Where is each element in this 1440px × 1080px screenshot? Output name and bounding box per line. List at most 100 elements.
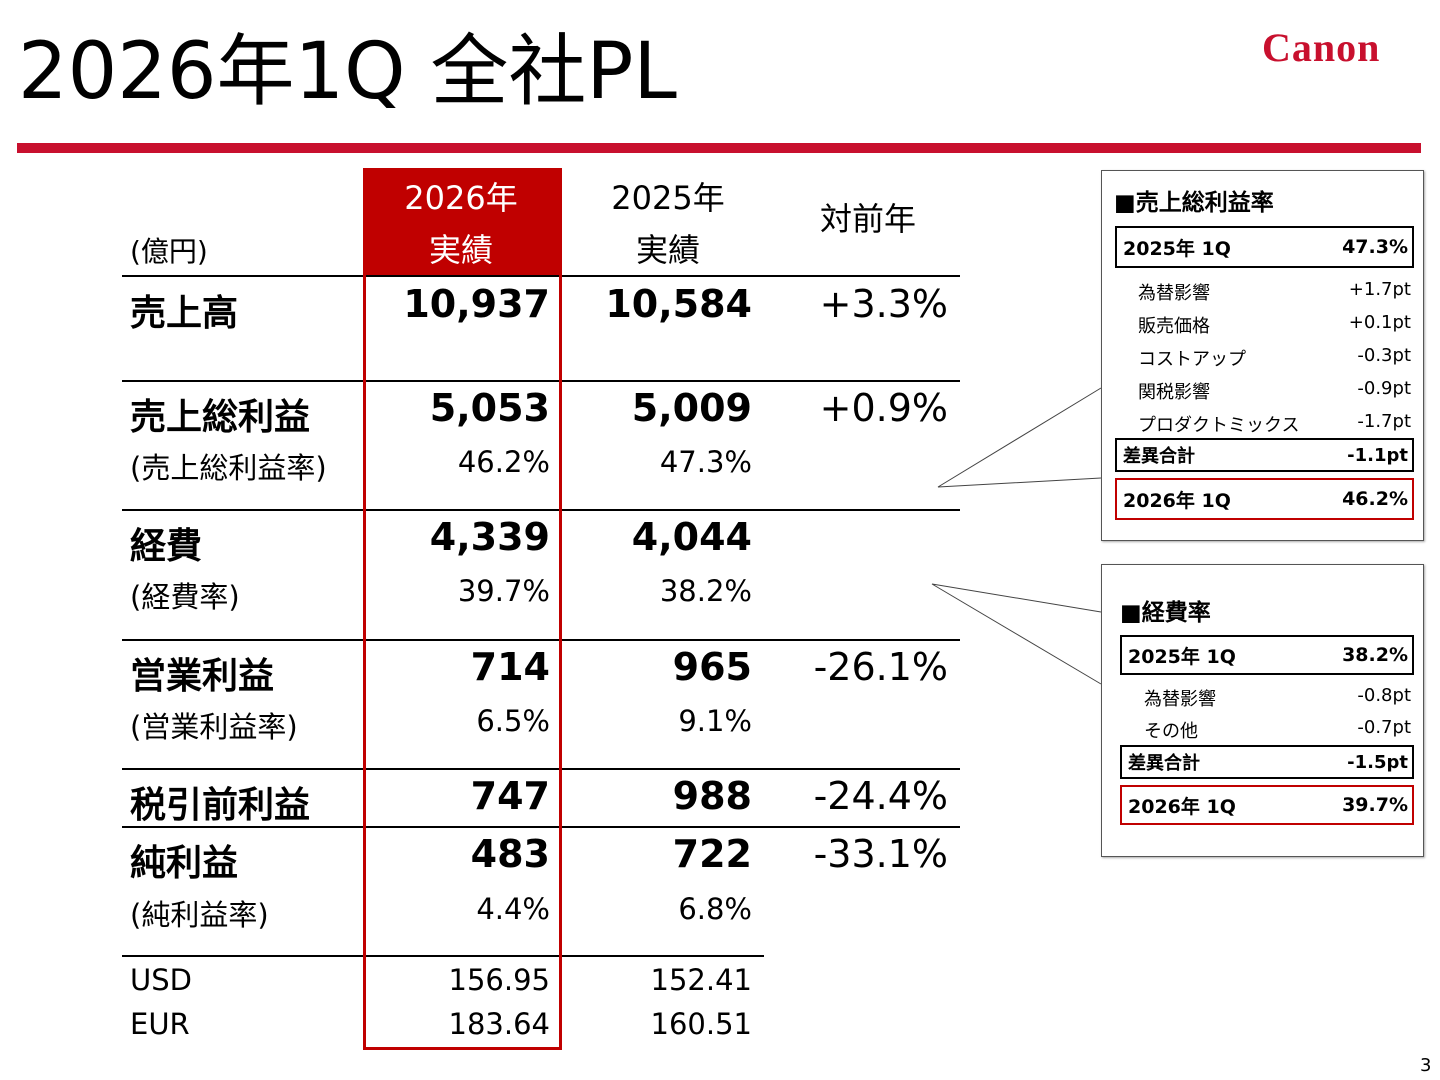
gross-margin-box-title: ■売上総利益率 bbox=[1114, 190, 1274, 216]
gross-margin-item-value: -0.3pt bbox=[1357, 345, 1411, 366]
pretax-profit-label: 税引前利益 bbox=[130, 785, 311, 826]
expense-ratio-item-value: -0.7pt bbox=[1357, 717, 1411, 738]
header-yoy: 対前年 bbox=[819, 200, 916, 238]
row-separator bbox=[122, 826, 960, 828]
gross-margin-end-label: 2026年 1Q bbox=[1123, 489, 1231, 512]
expense-ratio-end-value: 39.7% bbox=[1342, 794, 1408, 816]
expense-ratio-total-label: 差異合計 bbox=[1128, 753, 1200, 774]
gross-margin-item-value: +0.1pt bbox=[1348, 312, 1411, 333]
expense-ratio-item-value: -0.8pt bbox=[1357, 685, 1411, 706]
header-2026-actual: 2026年 実績 bbox=[363, 168, 559, 276]
expense-ratio-2025: 38.2% bbox=[659, 574, 752, 608]
expense-ratio-end-row: 2026年 1Q 39.7% bbox=[1120, 785, 1414, 825]
gross-margin-item-label: 為替影響 bbox=[1138, 283, 1210, 304]
sales-yoy: +3.3% bbox=[819, 282, 948, 326]
gross-margin-item-label: 関税影響 bbox=[1138, 382, 1210, 403]
row-separator bbox=[122, 509, 960, 511]
gross-margin-total-value: -1.1pt bbox=[1347, 444, 1408, 466]
pretax-profit-yoy: -24.4% bbox=[813, 774, 948, 818]
gross-margin-total-row: 差異合計 -1.1pt bbox=[1115, 438, 1414, 472]
gross-margin-2026: 46.2% bbox=[457, 445, 550, 479]
operating-profit-yoy: -26.1% bbox=[813, 645, 948, 689]
header-2026-year: 2026年 bbox=[404, 179, 518, 217]
gross-margin-end-row: 2026年 1Q 46.2% bbox=[1115, 478, 1414, 520]
operating-margin-label: (営業利益率) bbox=[130, 710, 298, 744]
net-profit-2026: 483 bbox=[470, 832, 550, 876]
page-number: 3 bbox=[1420, 1055, 1432, 1076]
operating-profit-label: 営業利益 bbox=[130, 656, 275, 697]
gross-margin-item: 為替影響 +1.7pt bbox=[1138, 279, 1411, 305]
expense-ratio-total-row: 差異合計 -1.5pt bbox=[1120, 745, 1414, 779]
row-separator bbox=[122, 639, 960, 641]
gross-margin-2025: 47.3% bbox=[659, 445, 752, 479]
header-2025-label: 実績 bbox=[635, 231, 700, 269]
gross-margin-item: プロダクトミックス -1.7pt bbox=[1138, 411, 1411, 437]
expenses-label: 経費 bbox=[130, 526, 203, 567]
gross-margin-item: 販売価格 +0.1pt bbox=[1138, 312, 1411, 338]
net-margin-2026: 4.4% bbox=[476, 892, 550, 926]
expense-ratio-breakdown-box: ■経費率 2025年 1Q 38.2% 為替影響 -0.8pt その他 -0.7… bbox=[1101, 564, 1424, 857]
title-divider bbox=[17, 143, 1421, 153]
header-2025-actual: 2025年 実績 bbox=[570, 168, 766, 276]
row-separator bbox=[122, 768, 960, 770]
operating-margin-2026: 6.5% bbox=[476, 704, 550, 738]
pretax-profit-2025: 988 bbox=[672, 774, 752, 818]
gross-margin-total-label: 差異合計 bbox=[1123, 446, 1195, 467]
expense-ratio-box-title: ■経費率 bbox=[1120, 600, 1211, 626]
gross-margin-item-value: -1.7pt bbox=[1357, 411, 1411, 432]
gross-margin-item-label: 販売価格 bbox=[1138, 316, 1210, 337]
gross-margin-breakdown-box: ■売上総利益率 2025年 1Q 47.3% 為替影響 +1.7pt 販売価格 … bbox=[1101, 170, 1424, 541]
net-profit-yoy: -33.1% bbox=[813, 832, 948, 876]
expense-ratio-start-label: 2025年 1Q bbox=[1128, 645, 1236, 668]
sales-2026: 10,937 bbox=[403, 282, 550, 326]
usd-2026: 156.95 bbox=[448, 963, 550, 997]
expense-ratio-item-label: 為替影響 bbox=[1144, 689, 1216, 710]
header-2026-label: 実績 bbox=[428, 231, 493, 269]
eur-2025: 160.51 bbox=[650, 1007, 752, 1041]
net-profit-2025: 722 bbox=[672, 832, 752, 876]
gross-margin-item-value: +1.7pt bbox=[1348, 279, 1411, 300]
gross-margin-start-value: 47.3% bbox=[1342, 236, 1408, 258]
gross-margin-item-label: プロダクトミックス bbox=[1138, 415, 1300, 436]
expense-ratio-start-value: 38.2% bbox=[1342, 644, 1408, 666]
expense-ratio-total-value: -1.5pt bbox=[1347, 751, 1408, 773]
operating-profit-2026: 714 bbox=[470, 645, 550, 689]
expense-ratio-item: その他 -0.7pt bbox=[1144, 717, 1411, 743]
unit-label: (億円) bbox=[130, 235, 208, 268]
expense-ratio-end-label: 2026年 1Q bbox=[1128, 795, 1236, 818]
expense-ratio-item-label: その他 bbox=[1144, 721, 1198, 742]
gross-margin-start-row: 2025年 1Q 47.3% bbox=[1115, 226, 1414, 268]
eur-2026: 183.64 bbox=[448, 1007, 550, 1041]
usd-label: USD bbox=[130, 963, 192, 997]
operating-margin-2025: 9.1% bbox=[678, 704, 752, 738]
row-separator bbox=[122, 380, 960, 382]
gross-profit-yoy: +0.9% bbox=[819, 386, 948, 430]
eur-label: EUR bbox=[130, 1007, 190, 1041]
net-margin-label: (純利益率) bbox=[130, 898, 269, 932]
pretax-profit-2026: 747 bbox=[470, 774, 550, 818]
expense-ratio-item: 為替影響 -0.8pt bbox=[1144, 685, 1411, 711]
gross-margin-item: 関税影響 -0.9pt bbox=[1138, 378, 1411, 404]
usd-2025: 152.41 bbox=[650, 963, 752, 997]
operating-profit-2025: 965 bbox=[672, 645, 752, 689]
canon-logo: Canon bbox=[1262, 25, 1381, 70]
gross-margin-label: (売上総利益率) bbox=[130, 451, 327, 485]
gross-profit-label: 売上総利益 bbox=[130, 397, 311, 438]
expenses-2025: 4,044 bbox=[631, 515, 752, 559]
page-title: 2026年1Q 全社PL bbox=[18, 27, 677, 117]
net-profit-label: 純利益 bbox=[130, 843, 239, 884]
expenses-2026: 4,339 bbox=[429, 515, 550, 559]
gross-margin-item: コストアップ -0.3pt bbox=[1138, 345, 1411, 371]
expense-ratio-2026: 39.7% bbox=[457, 574, 550, 608]
row-separator bbox=[122, 955, 764, 957]
gross-profit-2026: 5,053 bbox=[429, 386, 550, 430]
sales-2025: 10,584 bbox=[605, 282, 752, 326]
gross-profit-2025: 5,009 bbox=[631, 386, 752, 430]
gross-margin-end-value: 46.2% bbox=[1342, 488, 1408, 510]
expense-ratio-label: (経費率) bbox=[130, 580, 240, 614]
expense-ratio-start-row: 2025年 1Q 38.2% bbox=[1120, 635, 1414, 675]
gross-margin-item-value: -0.9pt bbox=[1357, 378, 1411, 399]
sales-label: 売上高 bbox=[130, 293, 239, 334]
current-year-highlight-frame bbox=[363, 168, 562, 1050]
